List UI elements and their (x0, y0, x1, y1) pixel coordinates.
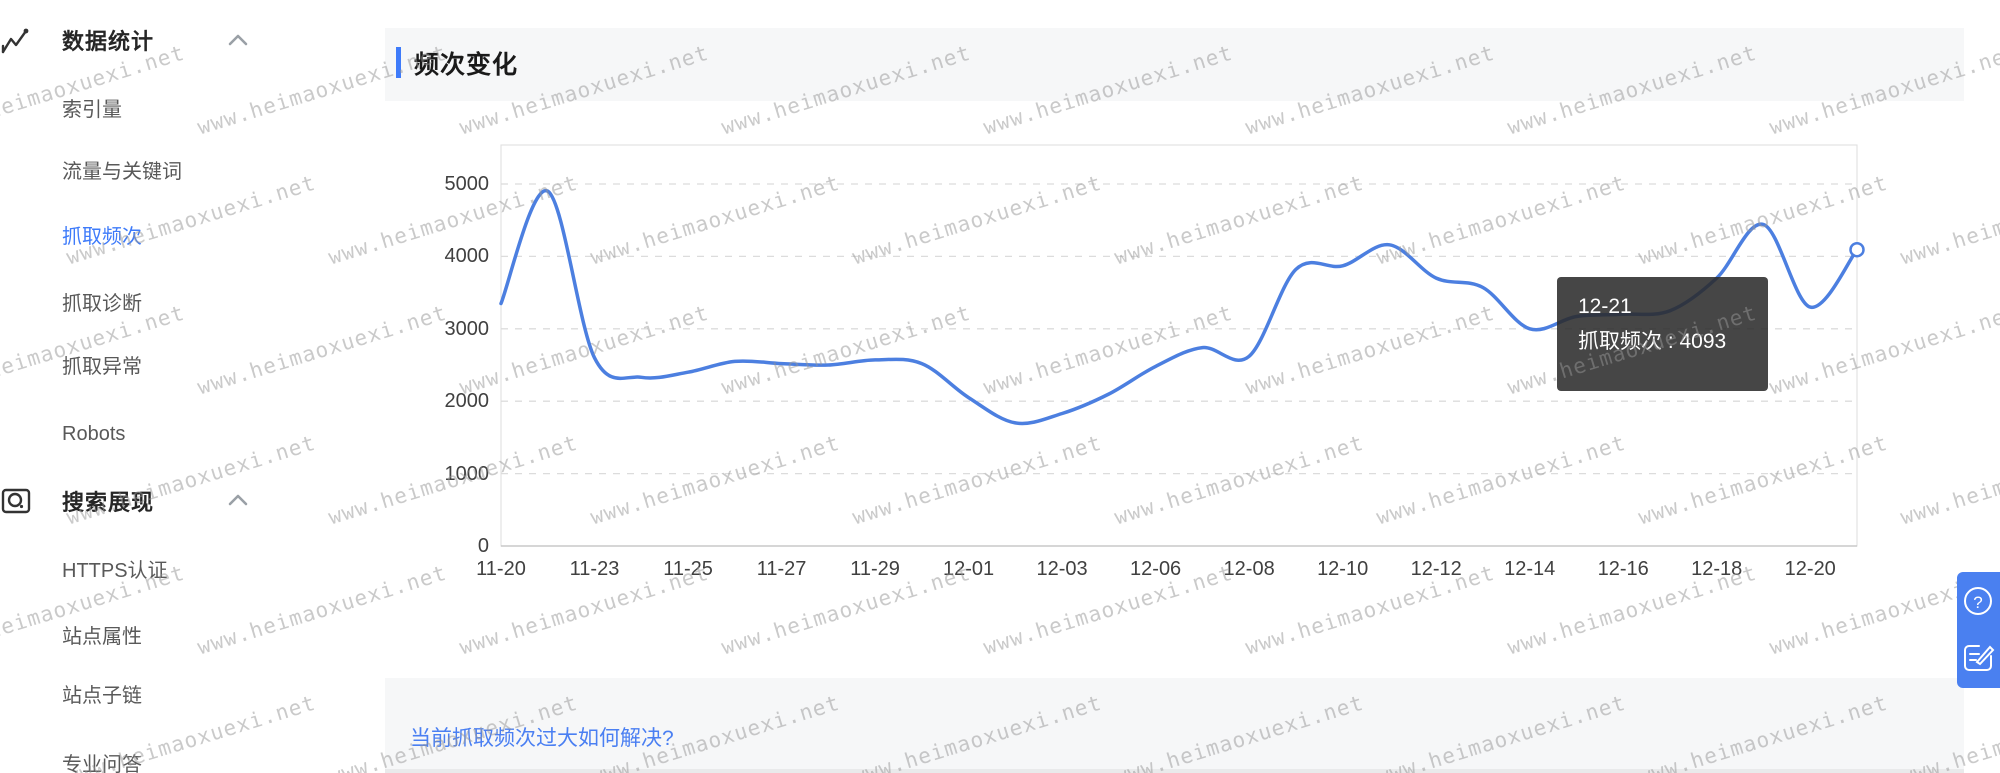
floating-help-panel: ? (1957, 572, 2000, 688)
x-axis-tick-label: 11-20 (476, 558, 526, 580)
sidebar-item-1-0[interactable]: HTTPS认证 (62, 560, 168, 582)
watermark-text: www.heimaoxuexi.net (1111, 430, 1367, 530)
watermark-text: www.heimaoxuexi.net (1897, 170, 2000, 270)
x-axis-tick-label: 12-03 (1036, 558, 1088, 580)
watermark-text: www.heimaoxuexi.net (1373, 430, 1629, 530)
x-axis-tick-label: 12-01 (943, 558, 995, 580)
y-axis-tick-label: 0 (477, 535, 489, 557)
hovered-point-marker[interactable] (1849, 241, 1865, 258)
y-axis-tick-label: 1000 (444, 462, 490, 485)
sidebar-item-0-1[interactable]: 流量与关键词 (62, 161, 182, 183)
chart-footer: 当前抓取频次过大如何解决? (385, 678, 1964, 773)
x-axis-tick-label: 11-23 (569, 558, 620, 580)
sidebar-item-0-3[interactable]: 抓取诊断 (62, 293, 142, 315)
x-axis-tick-label: 12-20 (1784, 558, 1836, 580)
sidebar-section-label: 搜索展现 (62, 490, 155, 515)
title-accent-bar (396, 47, 401, 78)
watermark-text: www.heimaoxuexi.net (849, 430, 1105, 530)
sidebar-item-1-2[interactable]: 站点子链 (62, 685, 142, 707)
footer-divider (385, 769, 1964, 773)
y-axis-tick-label: 2000 (444, 390, 490, 413)
y-axis-tick-label: 3000 (444, 317, 490, 340)
sidebar-section-label: 数据统计 (62, 29, 155, 54)
watermark-text: www.heimaoxuexi.net (849, 170, 1105, 270)
sidebar-item-crawl-frequency-active[interactable]: 抓取频次 (62, 226, 142, 248)
x-axis-tick-label: 11-27 (756, 558, 807, 580)
sidebar-item-1-1[interactable]: 站点属性 (62, 626, 142, 648)
watermark-text: www.heimaoxuexi.net (1635, 170, 1891, 270)
sidebar-item-0-0[interactable]: 索引量 (62, 99, 122, 121)
x-axis-tick-label: 12-14 (1504, 558, 1556, 580)
sidebar-item-1-3[interactable]: 专业问答 (62, 754, 142, 773)
chart-tooltip: 12-21 抓取频次 : 4093 (1557, 277, 1768, 391)
help-button[interactable]: ? (1957, 572, 2000, 630)
x-axis-tick-label: 12-16 (1597, 558, 1649, 580)
x-axis-tick-label: 12-06 (1130, 558, 1182, 580)
feedback-button[interactable] (1957, 630, 2000, 688)
sidebar-section-data-stats[interactable]: 数据统计 (0, 27, 300, 57)
sidebar-item-0-5[interactable]: Robots (62, 423, 126, 445)
watermark-text: www.heimaoxuexi.net (1766, 300, 2000, 400)
x-axis-tick-label: 11-29 (850, 558, 900, 580)
watermark-text: www.heimaoxuexi.net (1373, 170, 1629, 270)
page-title: 频次变化 (414, 51, 519, 79)
tooltip-value: 抓取频次 : 4093 (1578, 330, 1727, 353)
watermark-text: www.heimaoxuexi.net (456, 300, 712, 400)
x-axis-tick-label: 12-18 (1691, 558, 1743, 580)
watermark-text: www.heimaoxuexi.net (1897, 430, 2000, 530)
svg-text:?: ? (1973, 593, 1982, 612)
watermark-text: www.heimaoxuexi.net (980, 300, 1236, 400)
panel-header: 频次变化 (385, 28, 1964, 101)
sidebar-section-search-display[interactable]: 搜索展现 (0, 488, 300, 518)
sidebar: 数据统计索引量流量与关键词 抓取频次抓取诊断抓取异常 Robots 搜索展现 HTTPS… (0, 0, 300, 773)
y-axis-tick-label: 4000 (444, 245, 490, 268)
x-axis-tick-label: 12-12 (1410, 558, 1462, 580)
feedback-icon (1964, 645, 1995, 671)
tooltip-date: 12-21 (1578, 295, 1632, 318)
crawl-frequency-help-link[interactable]: 当前抓取频次过大如何解决? (410, 727, 674, 750)
x-axis-tick-label: 11-25 (663, 558, 713, 580)
x-axis-tick-label: 12-10 (1317, 558, 1369, 580)
watermark-text: www.heimaoxuexi.net (1111, 170, 1367, 270)
watermark-text: www.heimaoxuexi.net (587, 170, 843, 270)
y-axis-tick-label: 5000 (444, 173, 490, 195)
watermark-text: www.heimaoxuexi.net (1635, 430, 1891, 530)
help-icon: ? (1964, 587, 1992, 615)
watermark-text: www.heimaoxuexi.net (587, 430, 843, 530)
x-axis-tick-label: 12-08 (1223, 558, 1275, 580)
watermark-text: www.heimaoxuexi.net (718, 300, 974, 400)
watermark-text: www.heimaoxuexi.net (1242, 300, 1498, 400)
sidebar-item-0-4[interactable]: 抓取异常 (62, 356, 142, 378)
